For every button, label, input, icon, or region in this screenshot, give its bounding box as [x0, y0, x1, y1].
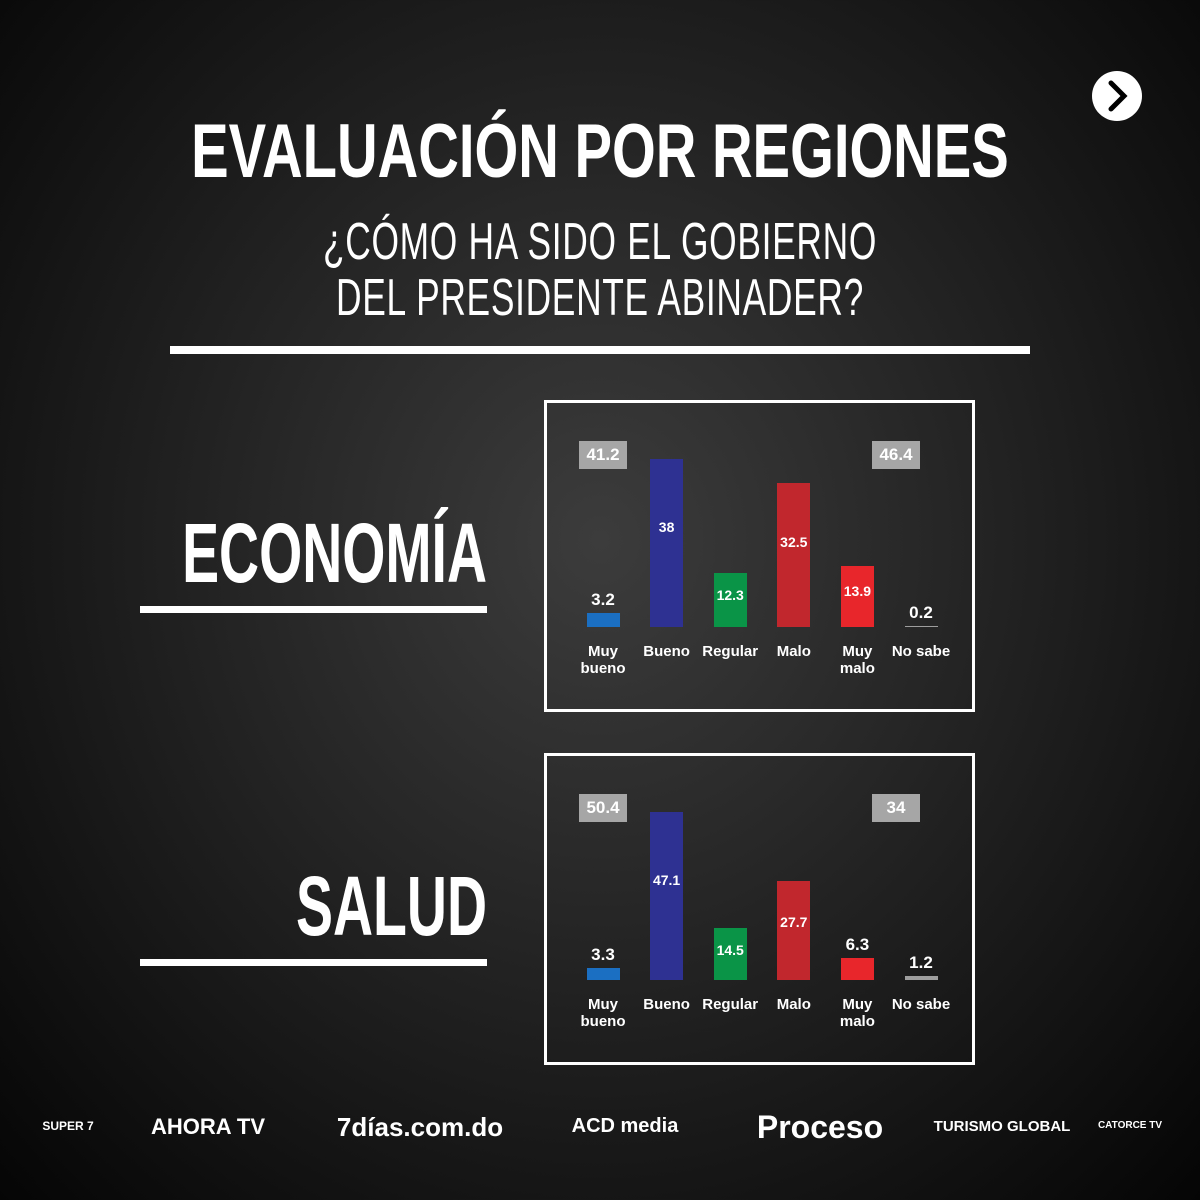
value-label: 38	[658, 519, 675, 536]
category-label: No sabe	[891, 643, 951, 660]
category-label: No sabe	[891, 996, 951, 1013]
category-label: Muy bueno	[580, 996, 626, 1030]
total-box: 50.4	[579, 794, 627, 822]
chart-frame	[544, 400, 975, 712]
value-label: 13.9	[843, 583, 872, 600]
category-label: Muy malo	[839, 996, 875, 1030]
category-label: Malo	[776, 643, 811, 660]
bar	[840, 957, 874, 980]
logo: CATORCE TV	[1097, 1120, 1163, 1131]
value-label: 47.1	[652, 872, 681, 889]
bar	[713, 572, 747, 627]
bar	[904, 626, 938, 627]
total-box: 46.4	[872, 441, 920, 469]
value-label: 1.2	[909, 952, 933, 972]
divider	[170, 346, 1030, 354]
value-label: 0.2	[909, 603, 933, 623]
value-label: 3.2	[591, 589, 615, 609]
value-label: 32.5	[780, 533, 808, 550]
category-label: Muy bueno	[580, 643, 626, 677]
logo: AHORA TV	[150, 1114, 266, 1139]
bar	[777, 881, 811, 980]
logo: TURISMO GLOBAL	[933, 1117, 1071, 1135]
bar	[904, 975, 938, 980]
chart-title: SALUD	[296, 859, 487, 953]
bar	[586, 612, 620, 627]
value-label: 12.3	[716, 587, 744, 604]
logo: 7días.com.do	[336, 1112, 504, 1142]
next-button[interactable]	[1091, 70, 1143, 122]
total-box: 34	[872, 794, 920, 822]
value-label: 6.3	[845, 934, 870, 954]
bar	[840, 565, 874, 627]
category-label: Bueno	[643, 996, 690, 1013]
chart-frame	[544, 753, 975, 1065]
subtitle: DEL PRESIDENTE ABINADER?	[336, 269, 864, 327]
logo: ACD media	[571, 1115, 679, 1137]
logo: SUPER 7	[42, 1119, 94, 1133]
bar	[777, 483, 811, 627]
bar	[586, 968, 620, 980]
title: EVALUACIÓN POR REGIONES	[191, 109, 1009, 194]
bar	[713, 928, 747, 980]
value-label: 14.5	[716, 941, 744, 958]
value-label: 3.3	[591, 945, 615, 965]
bar	[650, 812, 684, 980]
title-underline	[140, 606, 487, 613]
bar	[650, 459, 684, 627]
title-underline	[140, 959, 487, 966]
category-label: Muy malo	[839, 643, 875, 677]
category-label: Regular	[702, 996, 759, 1013]
total-box: 41.2	[579, 441, 627, 469]
value-label: 27.7	[780, 913, 808, 930]
subtitle: ¿CÓMO HA SIDO EL GOBIERNO	[322, 213, 878, 271]
category-label: Bueno	[643, 643, 690, 660]
logo: Proceso	[756, 1109, 884, 1145]
category-label: Regular	[702, 643, 759, 660]
category-label: Malo	[776, 996, 811, 1013]
chart-title: ECONOMÍA	[182, 506, 487, 600]
